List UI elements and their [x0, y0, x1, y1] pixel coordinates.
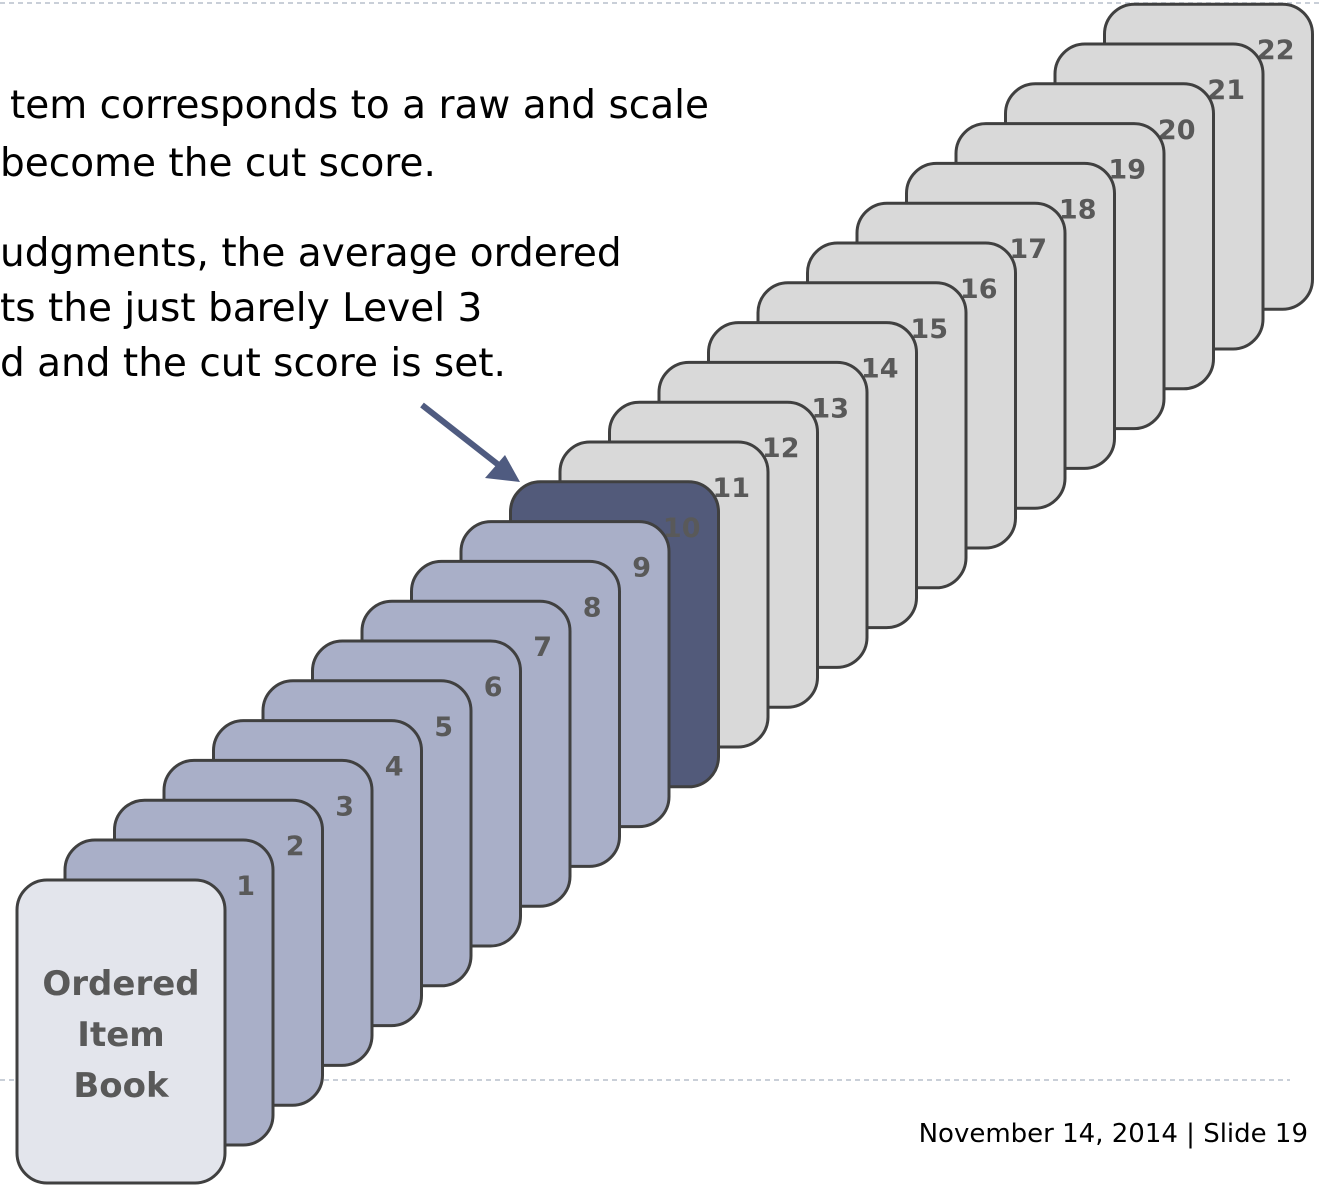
body-line: ts the just barely Level 3 [0, 286, 482, 331]
card-number: 18 [1059, 194, 1097, 225]
book-label: Item [77, 1015, 164, 1055]
body-text-group: tem corresponds to a raw and scale becom… [0, 83, 709, 386]
card-number: 17 [1009, 234, 1047, 265]
book-label: Book [73, 1066, 170, 1106]
card-number: 5 [434, 712, 453, 743]
card-number: 13 [811, 393, 849, 424]
card-number: 15 [910, 314, 948, 345]
card-number: 4 [385, 752, 404, 783]
body-line: tem corresponds to a raw and scale [10, 83, 709, 128]
book-label: Ordered [42, 964, 199, 1004]
footer: November 14, 2014 | Slide 19 [919, 1119, 1308, 1149]
card-number: 10 [663, 513, 701, 544]
card-number: 14 [861, 354, 899, 385]
card-number: 19 [1108, 155, 1146, 186]
card-number: 11 [712, 473, 750, 504]
card-number: 7 [533, 632, 552, 663]
card-number: 9 [632, 553, 651, 584]
card-number: 2 [286, 831, 305, 862]
book: Ordered Item Book [17, 880, 225, 1183]
card-number: 8 [583, 592, 602, 623]
body-line: udgments, the average ordered [0, 231, 622, 276]
body-line: become the cut score. [0, 141, 436, 186]
card-number: 22 [1257, 35, 1295, 66]
slide: tem corresponds to a raw and scale becom… [0, 0, 1320, 1187]
card-number: 3 [335, 791, 354, 822]
pointer-arrow [422, 405, 520, 482]
page: tem corresponds to a raw and scale becom… [0, 0, 1320, 1187]
card-number: 12 [762, 433, 800, 464]
card-number: 16 [960, 274, 998, 305]
card-number: 21 [1207, 75, 1245, 106]
card-number: 20 [1158, 115, 1196, 146]
card-number: 1 [236, 871, 255, 902]
card-number: 6 [484, 672, 503, 703]
arrow-shaft [422, 405, 505, 470]
body-line: d and the cut score is set. [0, 341, 506, 386]
